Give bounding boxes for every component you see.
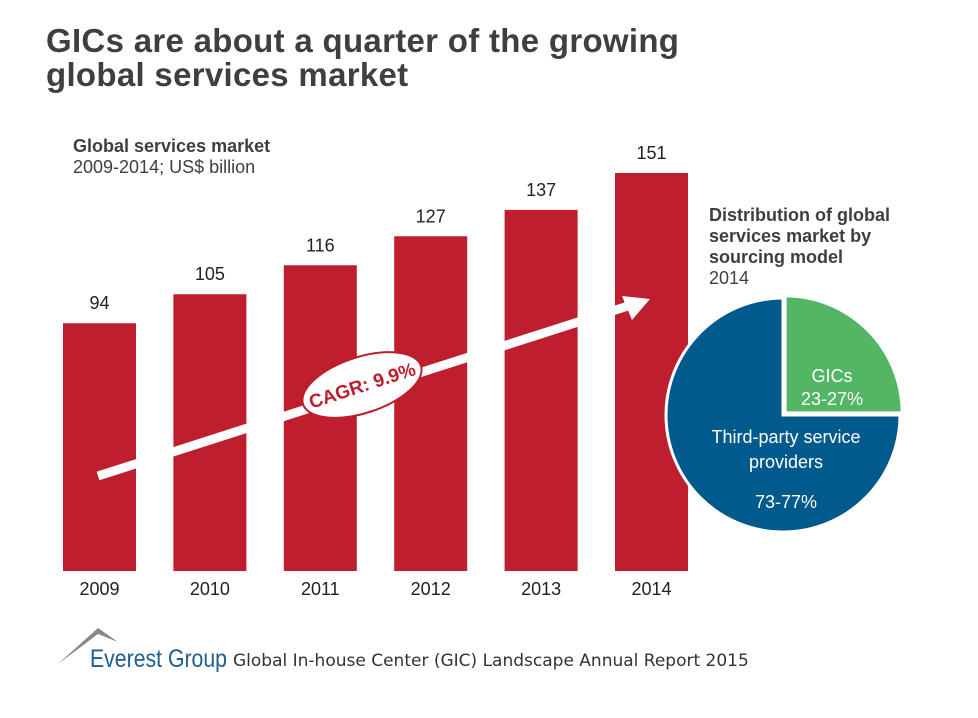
bar bbox=[63, 323, 136, 571]
pie-value-label: 23-27% bbox=[801, 389, 863, 409]
pie-title-line: sourcing model bbox=[709, 247, 844, 267]
pie-title-line: services market by bbox=[709, 226, 872, 246]
data-label: 151 bbox=[636, 143, 666, 163]
data-label: 116 bbox=[306, 235, 335, 255]
bar-chart-title: Global services market bbox=[73, 136, 271, 156]
x-tick-label: 2009 bbox=[79, 579, 119, 599]
x-tick-label: 2010 bbox=[190, 579, 230, 599]
brand-logo-text: Everest Group bbox=[90, 645, 228, 673]
x-tick-label: 2012 bbox=[411, 579, 451, 599]
data-label: 127 bbox=[416, 206, 446, 226]
data-label: 94 bbox=[89, 293, 109, 313]
title-line: GICs are about a quarter of the growing bbox=[46, 22, 680, 59]
pie-slice bbox=[664, 296, 902, 534]
bar bbox=[504, 209, 578, 571]
bar-chart-subtitle: 2009-2014; US$ billion bbox=[73, 157, 256, 177]
pie-value-label: 73-77% bbox=[755, 492, 817, 512]
data-label: 137 bbox=[526, 180, 556, 200]
slide-title: GICs are about a quarter of the growing … bbox=[46, 24, 679, 92]
pie-label: providers bbox=[749, 452, 823, 472]
pie-chart-title: Distribution of global services market b… bbox=[709, 205, 890, 268]
trend-arrow-head bbox=[622, 296, 650, 320]
data-label: 105 bbox=[195, 264, 225, 284]
pie-slice bbox=[783, 294, 904, 415]
pie-title-line: Distribution of global bbox=[709, 205, 890, 225]
x-tick-label: 2011 bbox=[301, 579, 340, 599]
x-tick-label: 2013 bbox=[521, 579, 561, 599]
x-tick-label: 2014 bbox=[631, 579, 671, 599]
source-note: Global In-house Center (GIC) Landscape A… bbox=[233, 651, 749, 671]
pie-chart-subtitle: 2014 bbox=[709, 268, 750, 288]
title-line: global services market bbox=[46, 56, 409, 93]
pie-label: GICs bbox=[811, 366, 852, 386]
pie-label: Third-party service bbox=[711, 427, 860, 447]
bar bbox=[394, 236, 468, 571]
